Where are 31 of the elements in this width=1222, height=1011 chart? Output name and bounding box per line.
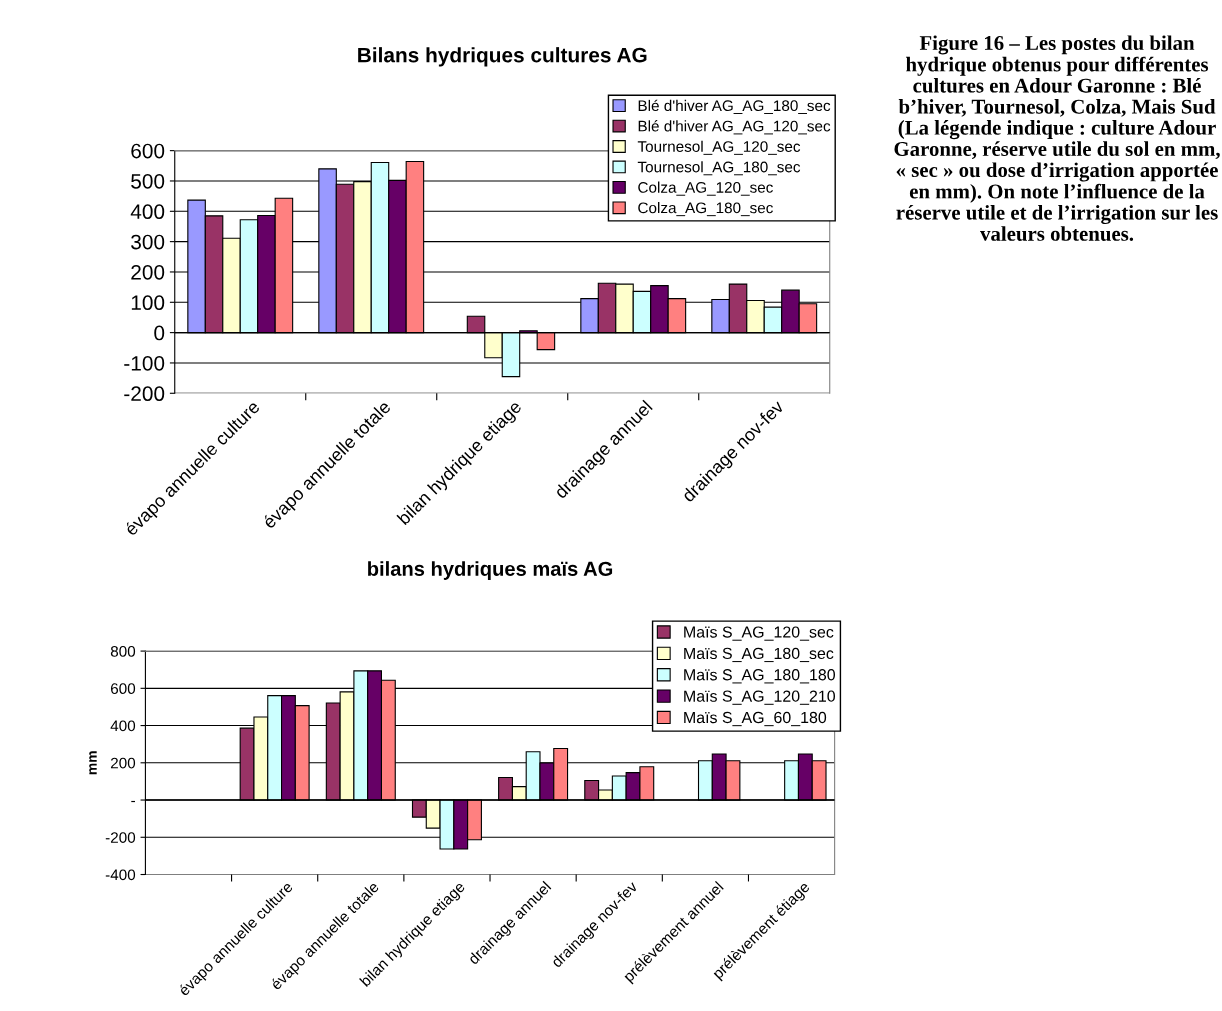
y-tick-label: 300 <box>131 234 165 250</box>
legend-label: Tournesol_AG_180_sec <box>637 161 801 176</box>
y-tick-label: 100 <box>131 295 165 311</box>
legend-label: Maïs S_AG_180_sec <box>684 647 834 663</box>
legend-label: Colza_AG_180_sec <box>638 202 773 217</box>
y-tick-label: 500 <box>131 173 165 189</box>
chart-title: bilans hydriques maïs AG <box>368 561 613 580</box>
chart-title: Bilans hydriques cultures AG <box>358 47 647 67</box>
y-tick-label: 600 <box>110 683 136 695</box>
y-tick-label: 200 <box>131 264 165 280</box>
y-axis-title: mm <box>89 751 97 775</box>
legend-label: Colza_AG_120_sec <box>638 181 773 196</box>
y-tick-label: 400 <box>130 204 165 220</box>
y-tick-label: 0 <box>154 325 165 341</box>
legend-label: Maïs S_AG_120_sec <box>684 626 834 641</box>
legend-label: Blé d'hiver AG_AG_120_sec <box>638 120 831 135</box>
y-tick-label: -200 <box>105 832 136 843</box>
y-tick-label: -100 <box>124 355 165 371</box>
legend-label: Maïs S_AG_120_210 <box>684 690 836 705</box>
y-tick-label: -400 <box>105 869 136 881</box>
legend-label: Tournesol_AG_120_sec <box>637 140 801 155</box>
y-tick-label: 800 <box>110 645 136 657</box>
text: Figure 16 – Les postes du bilan hydrique obtenus pour différentes cultures en Adour Garonne : Blé b’hiver, Tournesol, Colza, Mais Sud (La légende indique : culture Adour Garonne, réserve utile du sol en mm, « sec » ou dose d’irrigation apportée en mm). On note l’influence de la réserve utile et de l’irrigation sur les valeurs obtenues. <box>894 35 1220 241</box>
y-tick-label: 400 <box>110 720 136 732</box>
y-tick-label: 200 <box>110 757 136 769</box>
legend-label: Maïs S_AG_180_180 <box>684 669 836 684</box>
legend-label: Blé d'hiver AG_AG_180_sec <box>638 99 831 114</box>
y-tick-label: - <box>131 800 136 803</box>
y-tick-label: 600 <box>131 143 165 159</box>
legend-label: Maïs S_AG_60_180 <box>684 711 827 727</box>
y-tick-label: -200 <box>124 386 165 402</box>
